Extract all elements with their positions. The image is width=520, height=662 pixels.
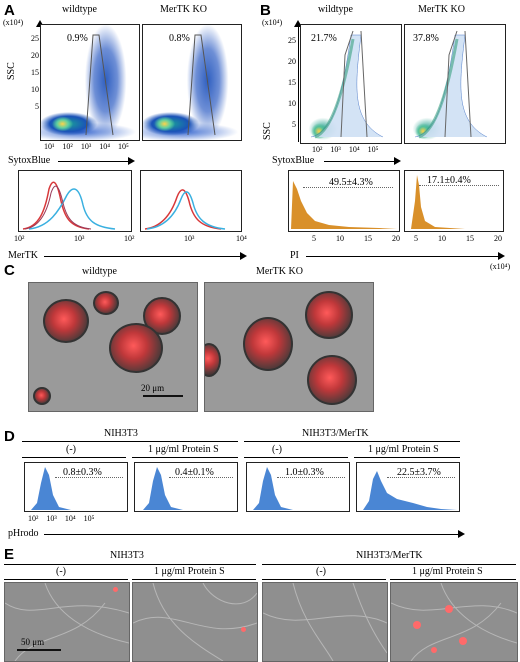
a-xticks: 10¹ 10² 10³ 10⁴ 10⁵ [44, 142, 129, 151]
a-gate-pct-ko: 0.8% [169, 33, 190, 44]
d-hist-1: 0.8±0.3% [24, 462, 128, 512]
a-hist-wildtype [18, 170, 132, 232]
b-y-axis [298, 24, 299, 142]
b-hist-x-axis [306, 256, 500, 257]
a-yticks: 25 20 15 10 5 [31, 34, 39, 111]
a-gate-pct-wt: 0.9% [67, 33, 88, 44]
d-hist-2: 0.4±0.1% [134, 462, 238, 512]
a-x-axis [58, 161, 128, 162]
d-x-arrow [458, 530, 465, 538]
a-units: (x10⁴) [3, 18, 24, 27]
a-scatter-wildtype: 0.9% [40, 24, 140, 141]
d-pct-1: 0.8±0.3% [63, 467, 102, 478]
b-x-axis [324, 161, 394, 162]
panel-label-d: D [4, 428, 15, 445]
b-xticks: 10² 10³ 10⁴ 10⁵ [312, 145, 379, 154]
b-hist-pct-wt: 49.5±4.3% [329, 177, 373, 188]
b-yticks: 25 20 15 10 5 [288, 36, 296, 129]
d-cond-3: (-) [272, 444, 282, 455]
c-image-wildtype: 20 μm [28, 282, 198, 412]
panel-label-a: A [4, 2, 15, 19]
d-cond-1: (-) [66, 444, 76, 455]
c-title-mertk-ko: MerTK KO [256, 266, 303, 277]
e-cond-1: (-) [56, 566, 66, 577]
b-gate-pct-wt: 21.7% [311, 33, 337, 44]
d-x-axis [44, 534, 458, 535]
panel-label-b: B [260, 2, 271, 19]
d-pct-3: 1.0±0.3% [285, 467, 324, 478]
b-hist-units: (x10⁴) [490, 262, 511, 271]
d-xlabel: pHrodo [8, 528, 39, 539]
d-pct-2: 0.4±0.1% [175, 467, 214, 478]
e-image-4 [390, 582, 518, 662]
d-hist-4: 22.5±3.7% [356, 462, 460, 512]
d-pct-4: 22.5±3.7% [397, 467, 441, 478]
e-line-nih3t3: NIH3T3 [110, 550, 144, 561]
c-scale-bar-label: 20 μm [141, 383, 165, 393]
d-hist-3: 1.0±0.3% [246, 462, 350, 512]
b-ylabel: SSC [262, 122, 273, 140]
a-hist-x-arrow [240, 252, 247, 260]
a-scatter-ko: 0.8% [142, 24, 242, 141]
e-image-3 [262, 582, 388, 662]
a-ylabel: SSC [6, 62, 17, 80]
a-title-mertk-ko: MerTK KO [160, 4, 207, 15]
b-scatter-wildtype: 21.7% [300, 24, 402, 144]
c-image-ko [204, 282, 374, 412]
e-cond-3: (-) [316, 566, 326, 577]
a-title-wildtype: wildtype [62, 4, 97, 15]
e-line-nih3t3-mertk: NIH3T3/MerTK [356, 550, 423, 561]
b-hist-ko: 17.1±0.4% [404, 170, 504, 232]
e-image-2 [132, 582, 258, 662]
b-scatter-ko: 37.8% [404, 24, 506, 144]
panel-label-e: E [4, 546, 15, 563]
a-hist-x-axis [44, 256, 240, 257]
e-cond-4: 1 μg/ml Protein S [412, 566, 483, 577]
d-cond-4: 1 μg/ml Protein S [368, 444, 439, 455]
b-y-arrow [294, 20, 302, 27]
a-x-arrow [128, 157, 135, 165]
d-line-nih3t3-mertk: NIH3T3/MerTK [302, 428, 369, 439]
e-cond-2: 1 μg/ml Protein S [154, 566, 225, 577]
b-title-mertk-ko: MerTK KO [418, 4, 465, 15]
b-title-wildtype: wildtype [318, 4, 353, 15]
b-xlabel: SytoxBlue [272, 155, 315, 166]
a-xlabel: SytoxBlue [8, 155, 51, 166]
d-xticks: 10² 10³ 10⁴ 10⁵ [28, 514, 95, 523]
b-hist-x-arrow [498, 252, 505, 260]
a-y-arrow [36, 20, 44, 27]
d-line-nih3t3: NIH3T3 [104, 428, 138, 439]
a-hist-xlabel: MerTK [8, 250, 38, 261]
b-x-arrow [394, 157, 401, 165]
e-image-1: 50 μm [4, 582, 130, 662]
e-scale-bar-label: 50 μm [21, 637, 45, 647]
b-units: (x10⁴) [262, 18, 283, 27]
a-hist-ko [140, 170, 242, 232]
d-cond-2: 1 μg/ml Protein S [148, 444, 219, 455]
b-gate-pct-ko: 37.8% [413, 33, 439, 44]
c-title-wildtype: wildtype [82, 266, 117, 277]
b-hist-pct-ko: 17.1±0.4% [427, 175, 471, 186]
b-hist-xlabel: PI [290, 250, 299, 261]
b-hist-wildtype: 49.5±4.3% [288, 170, 400, 232]
panel-label-c: C [4, 262, 15, 279]
